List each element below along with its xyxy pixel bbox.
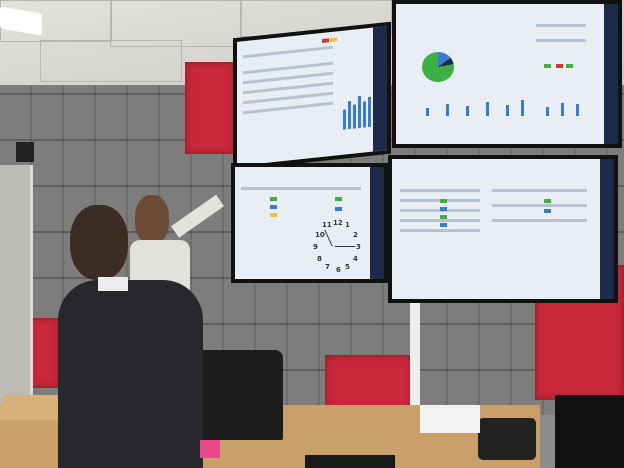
red-panel [185,62,235,154]
monitor-bottom-left: 12 1 2 3 4 5 6 7 8 9 10 11 [231,163,388,283]
clock-number: 10 [315,231,325,239]
pie-chart [422,52,454,82]
dashboard-screen [237,26,387,166]
clock-number: 7 [325,263,330,271]
clock-number: 12 [333,219,343,227]
monitor-bottom-right [388,155,618,303]
clock-number: 1 [345,221,350,229]
clock-hand [335,246,355,247]
dashboard-screen [392,159,614,299]
desk-monitor [555,395,624,468]
keyboard [305,455,395,468]
clock-number: 9 [313,243,318,251]
dashboard-screen: 12 1 2 3 4 5 6 7 8 9 10 11 [235,167,384,279]
red-panel [28,318,60,388]
analog-clock: 12 1 2 3 4 5 6 7 8 9 10 11 [313,219,363,274]
clock-number: 8 [317,255,322,263]
clock-number: 6 [336,266,341,274]
monitor-top-left [233,21,391,171]
pink-sticky-note [200,440,220,458]
monitor-top-right [392,0,622,148]
person-in-suit [58,205,208,468]
clock-number: 3 [356,243,361,251]
papers [420,405,480,433]
clock-number: 5 [345,263,350,271]
desk-phone [478,418,536,460]
clock-hand [324,229,333,247]
clock-number: 11 [322,221,332,229]
clock-number: 4 [353,255,358,263]
door [0,165,33,420]
speaker [16,142,34,162]
dashboard-screen [396,4,618,144]
clock-number: 2 [353,231,358,239]
office-chair [195,350,283,440]
wall-pole [410,290,420,410]
